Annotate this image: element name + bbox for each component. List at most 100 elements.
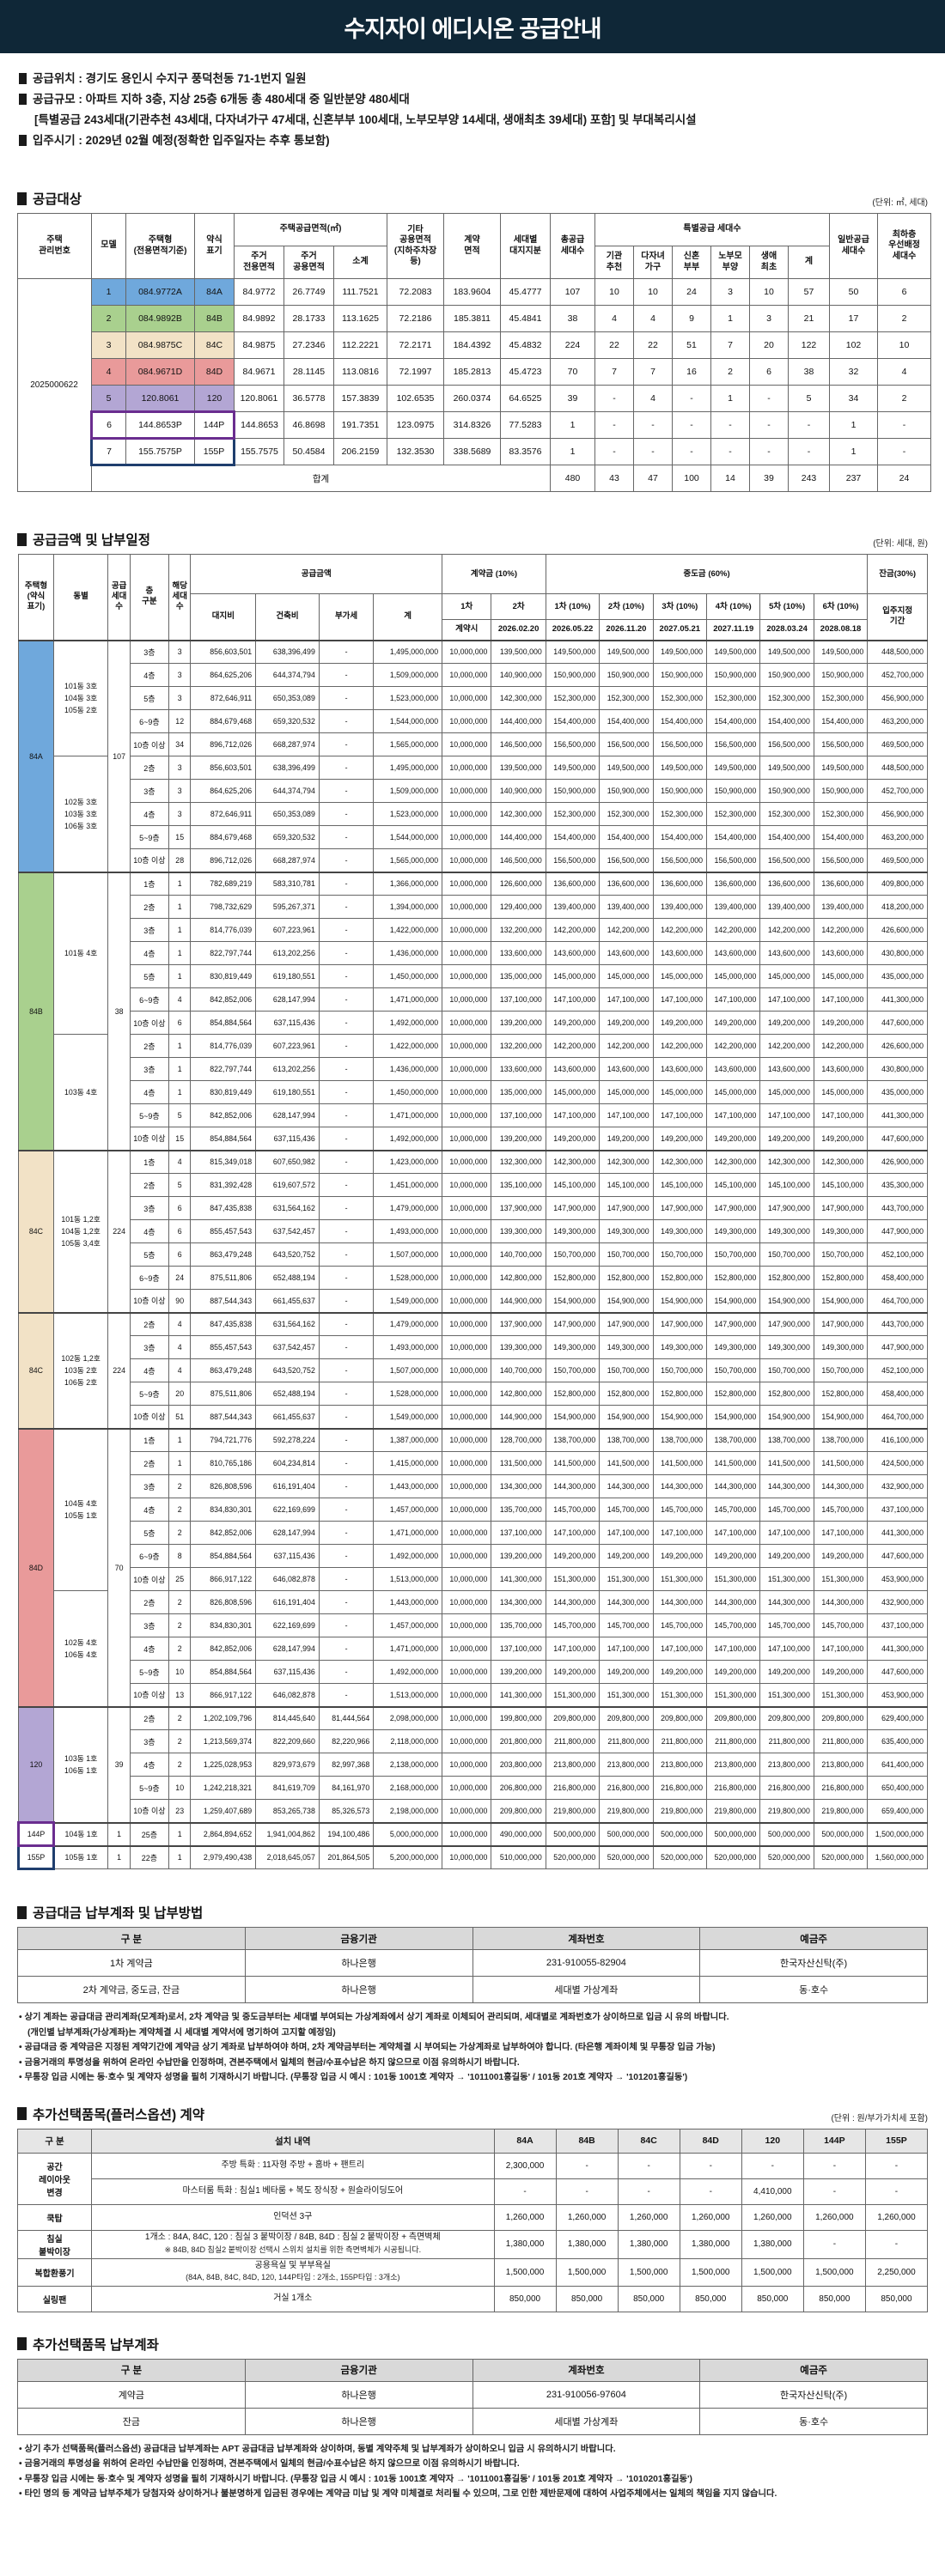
build-cost-cell: 841,619,709 [255, 1776, 320, 1800]
mid-payment-cell: 150,900,000 [813, 779, 869, 803]
payment-row: 6~9층 8 854,884,564 637,115,436-1,492,000,00… [19, 1544, 928, 1568]
contract1-cell: 10,000,000 [442, 1103, 492, 1127]
supply-units-cell: 107 [107, 639, 131, 872]
mid-payment-cell: 136,600,000 [706, 871, 761, 896]
mid-payment-cell: 152,300,000 [652, 686, 708, 710]
contract1-cell: 10,000,000 [442, 1011, 492, 1035]
floor-cell: 4층 [129, 941, 169, 965]
floor-cell: 4층 [129, 1753, 169, 1777]
value-cell: 20 [749, 331, 789, 359]
value-cell: 3 [710, 278, 750, 306]
floor-cell: 4층 [129, 1358, 169, 1382]
account-row: 1차 계약금 하나은행 231-910055-82904 한국자산신탁(주) [17, 1949, 928, 1977]
mid-payment-cell: 156,500,000 [652, 848, 708, 872]
mid-payment-cell: 147,100,000 [652, 1103, 708, 1127]
mid-payment-cell: 141,500,000 [545, 1451, 601, 1475]
option-category-cell: 쿡탑 [16, 2203, 93, 2231]
land-cost-cell: 830,819,449 [190, 1080, 257, 1104]
floor-cell: 2층 [129, 756, 169, 780]
option-price-cell: - [802, 2152, 866, 2179]
value-cell: 6 [877, 278, 931, 306]
mid-payment-cell: 145,700,000 [545, 1498, 601, 1522]
land-cost-cell: 798,732,629 [190, 895, 257, 919]
contract2-cell: 139,200,000 [491, 1127, 546, 1151]
holder-cell: 한국자산신탁(주) [699, 1949, 928, 1977]
value-cell: - [594, 385, 634, 412]
balance-cell: 426,900,000 [867, 1149, 928, 1174]
mid-payment-cell: 149,200,000 [652, 1544, 708, 1568]
mid-payment-cell: 142,300,000 [545, 1149, 601, 1174]
mid-payment-cell: 145,700,000 [652, 1613, 708, 1637]
mid-payment-cell: 156,500,000 [706, 732, 761, 756]
vat-cell: - [318, 1335, 375, 1359]
mid-payment-cell: 147,100,000 [545, 987, 601, 1012]
unit-count-cell: 15 [168, 825, 192, 849]
payment-row: 4층 4 863,479,248 643,520,752-1,507,000,000 1… [19, 1358, 928, 1382]
total-value-cell: 47 [633, 465, 673, 492]
contract1-cell: 10,000,000 [442, 1474, 492, 1498]
unit-count-cell: 1 [168, 964, 192, 988]
floor-cell: 5~9층 [129, 825, 169, 849]
build-cost-cell: 592,278,224 [255, 1427, 320, 1452]
price-sum-cell: 1,436,000,000 [373, 1057, 443, 1081]
dong-cell: 104동 1호 [52, 1821, 109, 1846]
mid-payment-cell: 144,300,000 [545, 1474, 601, 1498]
total-value-cell: 100 [672, 465, 711, 492]
info-text: [특별공급 243세대(기관추천 43세대, 다자녀가구 47세대, 신혼부부 … [34, 113, 697, 126]
dong-cell: 104동 4호 105동 1호 [52, 1427, 109, 1591]
price-sum-cell: 1,528,000,000 [373, 1382, 443, 1406]
total-label-cell: 합계 [91, 465, 551, 492]
date-mid-3: 2027.05.21 [652, 619, 708, 641]
option-price-cell: 1,380,000 [679, 2229, 742, 2259]
floor-cell: 10층 이상 [129, 1683, 169, 1707]
floor-cell: 2층 [129, 895, 169, 919]
col-header-build-cost: 건축비 [255, 593, 320, 641]
land-cost-cell: 866,917,122 [190, 1683, 257, 1707]
type-cell: 084.9671D [125, 358, 195, 386]
info-item: 공급위치 : 경기도 용인시 수지구 풍덕천동 71-1번지 일원 [19, 69, 928, 89]
contract1-cell: 10,000,000 [442, 1729, 492, 1753]
option-desc-text: 공용욕실 및 부부욕실 [254, 2260, 331, 2270]
contract1-cell: 10,000,000 [442, 1034, 492, 1058]
contract2-cell: 490,000,000 [491, 1821, 546, 1846]
mid-payment-cell: 149,200,000 [706, 1544, 761, 1568]
square-bullet-icon [19, 73, 27, 84]
option-price-cell: - [493, 2178, 557, 2205]
total-value-cell: 43 [594, 465, 634, 492]
info-text: 공급규모 : 아파트 지하 3층, 지상 25층 6개동 총 480세대 중 일… [33, 93, 410, 106]
mid-payment-cell: 152,300,000 [813, 686, 869, 710]
mid-payment-cell: 154,900,000 [813, 1289, 869, 1313]
floor-cell: 3층 [129, 1729, 169, 1753]
value-cell: 72.2171 [387, 331, 444, 359]
mid-payment-cell: 156,500,000 [599, 732, 654, 756]
balance-cell: 463,200,000 [867, 709, 928, 733]
mid-payment-cell: 209,800,000 [706, 1705, 761, 1730]
square-bullet-icon [19, 94, 27, 105]
contract1-cell: 10,000,000 [442, 1451, 492, 1475]
vat-cell: - [318, 1567, 375, 1591]
contract2-cell: 140,700,000 [491, 1358, 546, 1382]
floor-cell: 5~9층 [129, 1660, 169, 1684]
balance-cell: 441,300,000 [867, 987, 928, 1012]
contract2-cell: 142,300,000 [491, 802, 546, 826]
mid-payment-cell: 156,500,000 [706, 848, 761, 872]
contract1-cell: 10,000,000 [442, 1753, 492, 1777]
unit-count-cell: 1 [168, 941, 192, 965]
payment-row: 2층 1 810,765,186 604,234,814-1,415,000,000 1… [19, 1451, 928, 1475]
mid-payment-cell: 143,600,000 [759, 1057, 814, 1081]
contract1-cell: 10,000,000 [442, 1289, 492, 1313]
land-cost-cell: 847,435,838 [190, 1196, 257, 1220]
mid-payment-cell: 145,700,000 [759, 1613, 814, 1637]
model-cell: 5 [91, 385, 126, 412]
contract2-cell: 206,800,000 [491, 1776, 546, 1800]
build-cost-cell: 668,287,974 [255, 732, 320, 756]
option-price-cell: - [555, 2152, 619, 2179]
option-account-notes: • 상기 추가 선택품목(플러스옵션) 공급대금 납부계좌는 APT 공급대금 … [19, 2442, 928, 2502]
vat-cell: - [318, 918, 375, 942]
mid-payment-cell: 152,800,000 [813, 1382, 869, 1406]
mid-payment-cell: 150,900,000 [813, 663, 869, 687]
contract2-cell: 133,600,000 [491, 1057, 546, 1081]
balance-cell: 447,600,000 [867, 1660, 928, 1684]
land-cost-cell: 863,479,248 [190, 1242, 257, 1267]
land-cost-cell: 782,689,219 [190, 871, 257, 896]
